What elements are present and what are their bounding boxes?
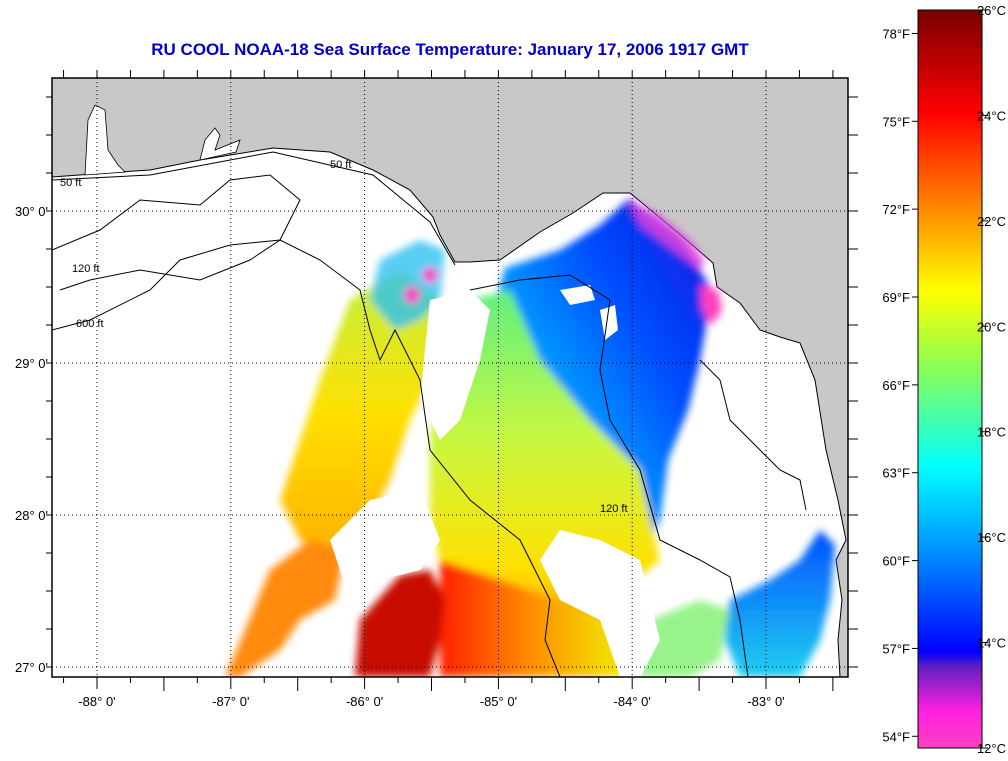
lon-label: -87° 0' bbox=[212, 694, 249, 709]
contour-50ft-east bbox=[699, 359, 807, 511]
contour-50ft bbox=[52, 151, 456, 266]
contour-label-120ft: 120 ft bbox=[72, 263, 100, 275]
map-plot-area: 50 ft 50 ft 120 ft 120 ft 600 ft bbox=[52, 78, 848, 677]
colorbar-label-fahrenheit: 69°F bbox=[882, 290, 910, 305]
map-title: RU COOL NOAA-18 Sea Surface Temperature:… bbox=[151, 40, 749, 59]
lat-label: 27° 0' bbox=[15, 660, 48, 675]
colorbar-ticks: 26°C 24°C 22°C 20°C 18°C 16°C 14°C 12°C 78°F 75°F… bbox=[882, 3, 1006, 756]
sst-patch-bigbend-cold bbox=[488, 198, 712, 565]
lon-label: -85° 0' bbox=[480, 694, 517, 709]
colorbar-label-celsius: 18°C bbox=[977, 425, 1006, 440]
colorbar-label-celsius: 24°C bbox=[977, 108, 1006, 123]
lon-label: -83° 0' bbox=[747, 694, 784, 709]
sst-patch-coastal-hotspot bbox=[423, 268, 437, 282]
sst-patch-pensacola-hotspot bbox=[404, 287, 420, 303]
sst-data-layer bbox=[225, 198, 835, 677]
contour-label-50ft: 50 ft bbox=[60, 177, 81, 189]
colorbar-label-celsius: 12°C bbox=[977, 741, 1006, 756]
contour-label-group: 50 ft 50 ft 120 ft 120 ft 600 ft bbox=[60, 159, 628, 515]
sst-patch-west-cyan bbox=[370, 240, 445, 330]
sst-patch-orange-southwest bbox=[225, 540, 345, 677]
sst-patch-darkred bbox=[355, 570, 445, 677]
colorbar-label-celsius: 16°C bbox=[977, 530, 1006, 545]
contour-label-120ft-east: 120 ft bbox=[600, 503, 628, 515]
colorbar-label-fahrenheit: 57°F bbox=[882, 641, 910, 656]
sst-patch-south-warm bbox=[440, 560, 630, 677]
pensacola-bay bbox=[199, 127, 241, 161]
colorbar-label-fahrenheit: 78°F bbox=[882, 26, 910, 41]
colorbar-label-fahrenheit: 66°F bbox=[882, 378, 910, 393]
sst-patch-west-yellow bbox=[280, 270, 440, 560]
colorbar-label-fahrenheit: 54°F bbox=[882, 729, 910, 744]
lat-label: 28° 0' bbox=[15, 508, 48, 523]
sst-patch-southeast-blue bbox=[725, 530, 835, 677]
contour-120ft bbox=[52, 174, 301, 291]
colorbar-label-fahrenheit: 60°F bbox=[882, 554, 910, 569]
contour-120ft-east bbox=[469, 274, 749, 677]
contour-label-50ft-east: 50 ft bbox=[330, 159, 351, 171]
mobile-bay bbox=[84, 104, 126, 176]
cloud-mask bbox=[330, 285, 810, 677]
colorbar-label-fahrenheit: 72°F bbox=[882, 202, 910, 217]
colorbar-label-celsius: 26°C bbox=[977, 3, 1006, 18]
colorbar bbox=[917, 9, 983, 749]
colorbar-label-fahrenheit: 75°F bbox=[882, 114, 910, 129]
axis-labels: -88° 0' -87° 0' -86° 0' -85° 0' -84° 0' -83° … bbox=[15, 204, 785, 709]
colorbar-label-celsius: 20°C bbox=[977, 319, 1006, 334]
colorbar-label-fahrenheit: 63°F bbox=[882, 466, 910, 481]
colorbar-label-celsius: 22°C bbox=[977, 214, 1006, 229]
lat-label: 30° 0' bbox=[15, 204, 48, 219]
lon-label: -88° 0' bbox=[78, 694, 115, 709]
bathymetry-contours bbox=[52, 151, 807, 677]
sst-patch-southeast-green bbox=[640, 600, 730, 677]
map-frame bbox=[51, 77, 849, 678]
graticule bbox=[52, 78, 848, 677]
contour-600ft bbox=[52, 239, 561, 677]
lat-label: 29° 0' bbox=[15, 356, 48, 371]
colorbar-label-celsius: 14°C bbox=[977, 636, 1006, 651]
sst-patch-coastal-magenta bbox=[628, 200, 705, 270]
contour-label-600ft: 600 ft bbox=[76, 318, 104, 330]
sst-patch-coastal-pink bbox=[700, 285, 722, 325]
axis-ticks bbox=[46, 70, 858, 691]
lon-label: -84° 0' bbox=[614, 694, 651, 709]
lon-label: -86° 0' bbox=[346, 694, 383, 709]
